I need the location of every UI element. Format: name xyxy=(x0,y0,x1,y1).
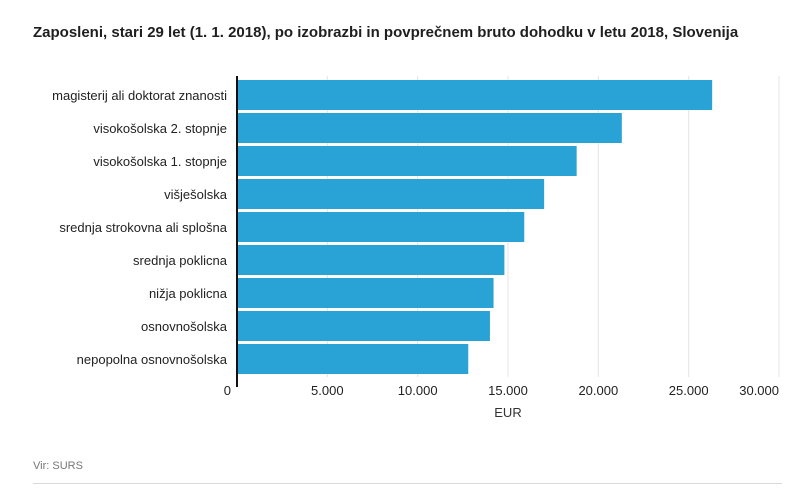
bar xyxy=(237,344,469,374)
category-label: višješolska xyxy=(164,187,228,202)
category-label: visokošolska 1. stopnje xyxy=(93,154,227,169)
x-axis-title: EUR xyxy=(494,405,521,420)
bar xyxy=(237,146,577,176)
tick-label: 0 xyxy=(224,383,231,398)
tick-label: 5.000 xyxy=(311,383,344,398)
category-label: nižja poklicna xyxy=(149,286,228,301)
tick-labels: 0 5.000 10.000 15.000 20.000 25.000 30.000 xyxy=(224,383,779,398)
bar xyxy=(237,113,622,143)
category-label: visokošolska 2. stopnje xyxy=(93,121,227,136)
bar xyxy=(237,245,505,275)
footer-divider xyxy=(33,483,782,484)
category-label: magisterij ali doktorat znanosti xyxy=(52,88,227,103)
tick-label: 10.000 xyxy=(398,383,438,398)
bar xyxy=(237,311,490,341)
category-labels: magisterij ali doktorat znanosti visokošo… xyxy=(52,88,228,367)
bar xyxy=(237,278,494,308)
bar xyxy=(237,80,713,110)
bars xyxy=(237,80,713,374)
bar xyxy=(237,212,525,242)
category-label: srednja poklicna xyxy=(133,253,228,268)
tick-label: 20.000 xyxy=(578,383,618,398)
tick-label: 25.000 xyxy=(669,383,709,398)
tick-label: 30.000 xyxy=(739,383,779,398)
category-label: srednja strokovna ali splošna xyxy=(59,220,227,235)
source-note: Vir: SURS xyxy=(33,460,83,472)
category-label: nepopolna osnovnošolska xyxy=(77,352,228,367)
chart-title: Zaposleni, stari 29 let (1. 1. 2018), po… xyxy=(33,24,739,41)
category-label: osnovnošolska xyxy=(141,319,228,334)
tick-label: 15.000 xyxy=(488,383,528,398)
bar xyxy=(237,179,545,209)
